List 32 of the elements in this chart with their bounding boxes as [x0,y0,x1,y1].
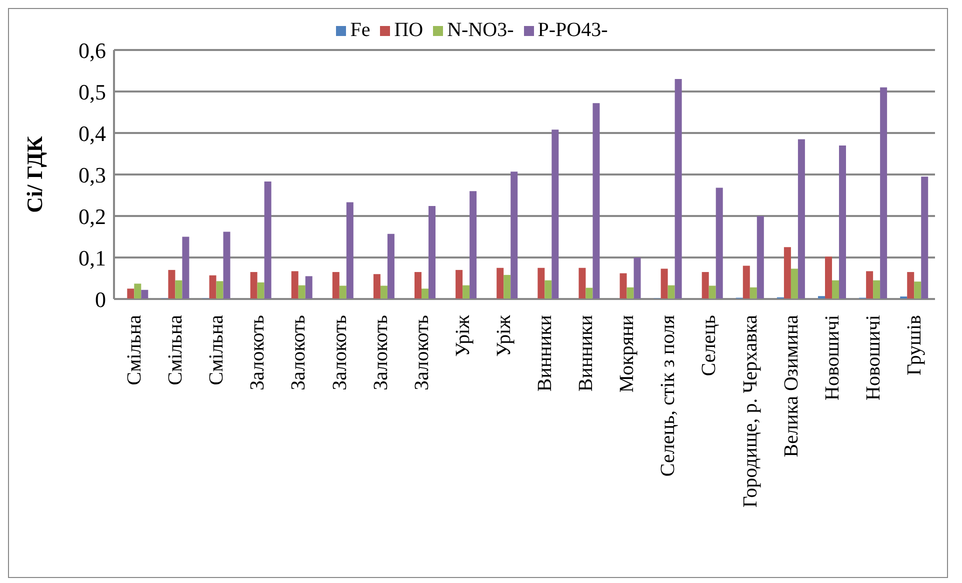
x-tick-label: Велика Озимина [780,314,802,458]
x-tick-label: Уріж [452,314,474,357]
y-tick-label: 0,5 [78,79,106,104]
x-tick-label: Залокоть [288,315,310,390]
y-tick-label: 0,3 [78,162,106,188]
x-tick-label: Смільна [124,314,146,386]
x-tick-label: Винники [575,314,598,392]
y-tick-label: 0,6 [78,38,106,63]
x-tick-label: Залокоть [328,315,351,390]
x-tick-label: Новошичі [862,314,884,400]
legend-label: N-NO3- [447,19,514,41]
x-tick-label: Грушів [903,315,926,376]
x-tick-label: Городище, р. Черхавка [739,314,762,508]
x-tick-label: Селець, стік з поля [657,315,680,477]
x-tick-label: Залокоть [410,315,433,390]
y-tick-label: 0,4 [78,120,106,146]
legend-label: P-PO43- [538,19,608,41]
x-tick-label: Смільна [164,314,187,386]
y-tick-label: 0,2 [78,204,106,229]
legend-label: ПО [394,19,424,41]
x-tick-label: Залокоть [246,315,269,390]
y-tick-label: 0,1 [78,245,106,270]
x-tick-label: Смільна [206,314,228,386]
x-tick-label: Залокоть [370,315,392,390]
x-tick-label: Новошичі [821,314,844,400]
x-tick-label: Селець [698,315,720,376]
legend-label: Fe [350,19,370,41]
x-tick-label: Винники [534,314,556,392]
y-axis-title: Ci/ ГДК [22,136,47,213]
y-tick-label: 0 [95,286,106,312]
x-tick-label: Уріж [492,314,515,357]
x-tick-label: Мокряни [616,314,638,393]
